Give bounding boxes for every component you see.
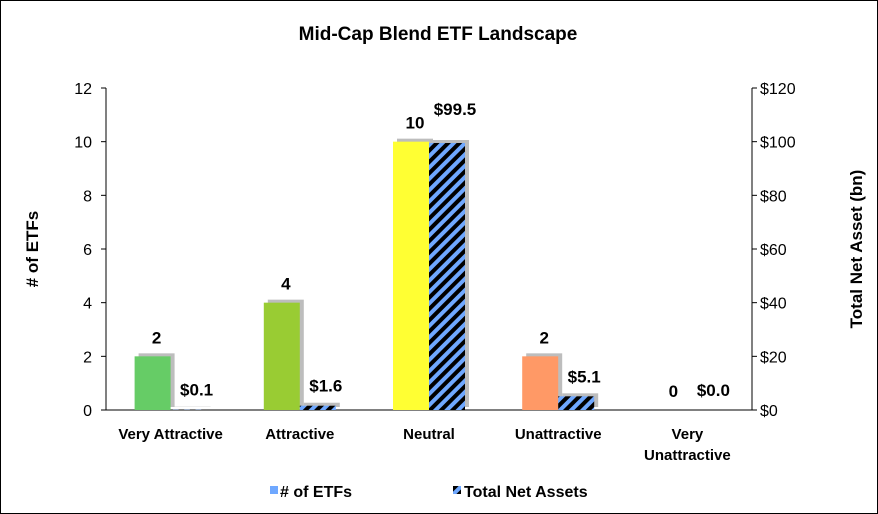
net-assets-label: $0.0 [697, 381, 730, 400]
net-assets-bar [429, 143, 465, 410]
right-tick-label: $20 [760, 349, 787, 366]
legend-swatch-etf-count [270, 486, 278, 494]
legend: # of ETFs Total Net Assets [270, 484, 588, 501]
legend-swatch-net-assets [453, 486, 461, 494]
right-tick-label: $40 [760, 296, 787, 313]
etf-count-bar [134, 356, 171, 410]
legend-label-etf-count: # of ETFs [280, 484, 352, 501]
left-tick-label: 2 [83, 349, 92, 366]
etf-count-bar [393, 141, 429, 410]
axes: 0 2 4 6 8 10 12 $0 $20 $40 $60 $80 $100 $120 # of ETFs… [23, 81, 866, 464]
category-label: Unattractive [515, 426, 602, 443]
etf-count-label: 10 [406, 114, 425, 133]
legend-label-net-assets: Total Net Assets [464, 484, 588, 501]
category-label: Neutral [403, 426, 455, 443]
left-axis-title: # of ETFs [23, 211, 42, 288]
bar-shadow [303, 402, 340, 407]
left-tick-label: 8 [83, 188, 92, 205]
net-assets-label: $5.1 [568, 367, 601, 386]
right-tick-label: $60 [760, 242, 787, 259]
right-tick-label: $120 [760, 81, 796, 98]
data-labels: 2 $0.1 4 $1.6 10 $99.5 2 $5.1 0 $0.0 [152, 100, 730, 401]
etf-count-bar [522, 356, 559, 410]
etf-count-bar [263, 302, 300, 410]
category-label: Unattractive [644, 447, 731, 464]
net-assets-bar [299, 405, 336, 410]
right-axis-title: Total Net Asset (bn) [847, 170, 866, 329]
category-label: Very [672, 426, 704, 443]
etf-count-label: 2 [152, 328, 161, 347]
right-tick-label: $80 [760, 188, 787, 205]
etf-count-label: 4 [281, 275, 291, 294]
etf-count-label: 0 [669, 382, 678, 401]
left-tick-label: 0 [83, 403, 92, 420]
right-tick-label: $0 [760, 403, 778, 420]
net-assets-label: $1.6 [309, 377, 342, 396]
left-tick-label: 6 [83, 242, 92, 259]
left-tick-label: 4 [83, 296, 92, 313]
net-assets-label: $0.1 [180, 381, 213, 400]
bars [134, 138, 599, 410]
category-label: Very Attractive [118, 426, 223, 443]
net-assets-label: $99.5 [434, 100, 477, 119]
net-assets-bar [558, 396, 595, 410]
chart-title: Mid-Cap Blend ETF Landscape [299, 24, 578, 45]
category-label: Attractive [265, 426, 334, 443]
left-tick-label: 12 [74, 81, 92, 98]
etf-count-label: 2 [539, 328, 548, 347]
right-tick-label: $100 [760, 135, 796, 152]
left-tick-label: 10 [74, 135, 92, 152]
